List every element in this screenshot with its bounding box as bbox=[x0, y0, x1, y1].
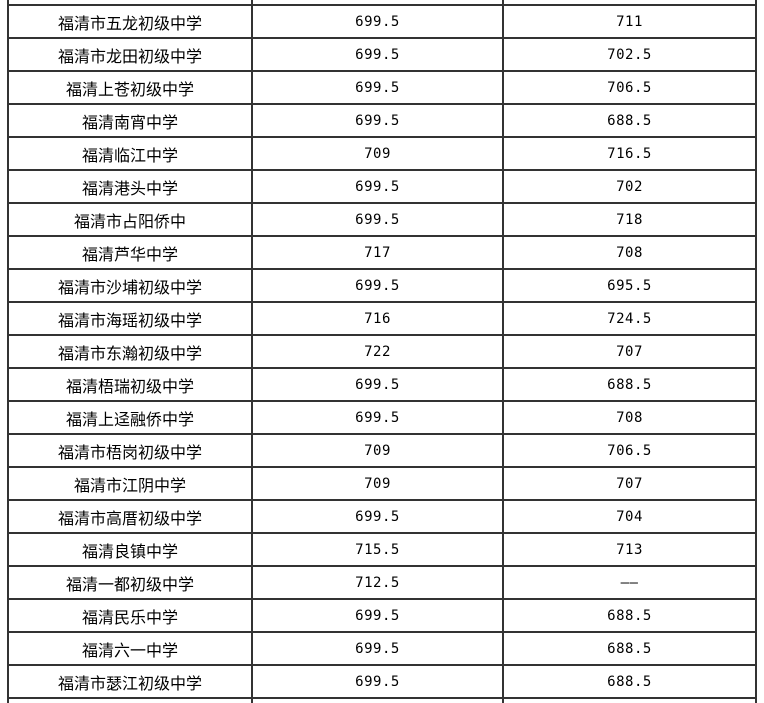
table-row: 福清市沙埔初级中学 699.5 695.5 bbox=[7, 268, 757, 303]
school-name-cell: 福清芦华中学 bbox=[7, 235, 253, 270]
score2-cell: 688.5 bbox=[502, 631, 757, 666]
score2-cell: 688.5 bbox=[502, 103, 757, 138]
school-name-cell: 福清市龙田初级中学 bbox=[7, 37, 253, 72]
table-row: 福清一都初级中学 712.5 —— bbox=[7, 565, 757, 600]
score2-cell: 688.5 bbox=[502, 664, 757, 699]
table-row: 福清民乐中学 699.5 688.5 bbox=[7, 598, 757, 633]
score2-cell: 688.5 bbox=[502, 598, 757, 633]
score1-cell: 717 bbox=[251, 235, 504, 270]
empty-cell bbox=[502, 0, 757, 6]
school-name-cell: 福清临江中学 bbox=[7, 136, 253, 171]
score1-cell: 699.5 bbox=[251, 400, 504, 435]
table-row: 福清芦华中学 717 708 bbox=[7, 235, 757, 270]
score1-cell: 699.5 bbox=[251, 499, 504, 534]
score2-cell: 708 bbox=[502, 400, 757, 435]
table-row: 福清市江阴中学 709 707 bbox=[7, 466, 757, 501]
table-row: 福清市梧岗初级中学 709 706.5 bbox=[7, 433, 757, 468]
table-row: 福清临江中学 709 716.5 bbox=[7, 136, 757, 171]
school-name-cell: 福清民乐中学 bbox=[7, 598, 253, 633]
empty-cell bbox=[251, 0, 504, 6]
school-name-cell: 福清市占阳侨中 bbox=[7, 202, 253, 237]
table-row: 福清市龙田初级中学 699.5 702.5 bbox=[7, 37, 757, 72]
score1-cell: 709 bbox=[251, 433, 504, 468]
score-table-body: 福清市五龙初级中学 699.5 711 福清市龙田初级中学 699.5 702.5 福清上苍… bbox=[7, 0, 757, 703]
score2-cell: 707 bbox=[502, 334, 757, 369]
table-row: 福清南宵中学 699.5 688.5 bbox=[7, 103, 757, 138]
score1-cell: 716 bbox=[251, 301, 504, 336]
score2-cell: —— bbox=[502, 565, 757, 600]
table-row: 福清梧瑞初级中学 699.5 688.5 bbox=[7, 367, 757, 402]
table-row: 福清市占阳侨中 699.5 718 bbox=[7, 202, 757, 237]
score1-cell: 699.5 bbox=[251, 37, 504, 72]
school-name-cell: 福清港头中学 bbox=[7, 169, 253, 204]
empty-cell bbox=[7, 0, 253, 6]
score1-cell: 699.5 bbox=[251, 598, 504, 633]
score1-cell: 699.5 bbox=[251, 664, 504, 699]
school-name-cell: 福清上苍初级中学 bbox=[7, 70, 253, 105]
table-row: 福清良镇中学 715.5 713 bbox=[7, 532, 757, 567]
score2-cell: 716.5 bbox=[502, 136, 757, 171]
score2-cell: 706.5 bbox=[502, 70, 757, 105]
score2-cell: 702 bbox=[502, 169, 757, 204]
score1-cell: 699.5 bbox=[251, 268, 504, 303]
school-name-cell: 福清梧瑞初级中学 bbox=[7, 367, 253, 402]
bottom-partial-row bbox=[7, 697, 757, 703]
school-name-cell: 福清六一中学 bbox=[7, 631, 253, 666]
school-name-cell: 福清市东瀚初级中学 bbox=[7, 334, 253, 369]
score2-cell: 688.5 bbox=[502, 367, 757, 402]
table-row: 福清港头中学 699.5 702 bbox=[7, 169, 757, 204]
score1-cell: 709 bbox=[251, 466, 504, 501]
score1-cell: 699.5 bbox=[251, 70, 504, 105]
score1-cell: 699.5 bbox=[251, 202, 504, 237]
school-name-cell: 福清南宵中学 bbox=[7, 103, 253, 138]
score-table: 福清市五龙初级中学 699.5 711 福清市龙田初级中学 699.5 702.5 福清上苍… bbox=[7, 0, 757, 703]
table-row: 福清市五龙初级中学 699.5 711 bbox=[7, 4, 757, 39]
empty-cell bbox=[7, 697, 253, 703]
school-name-cell: 福清市瑟江初级中学 bbox=[7, 664, 253, 699]
school-name-cell: 福清市沙埔初级中学 bbox=[7, 268, 253, 303]
school-name-cell: 福清市梧岗初级中学 bbox=[7, 433, 253, 468]
score1-cell: 699.5 bbox=[251, 4, 504, 39]
table-row: 福清市瑟江初级中学 699.5 688.5 bbox=[7, 664, 757, 699]
table-row: 福清上迳融侨中学 699.5 708 bbox=[7, 400, 757, 435]
top-partial-row bbox=[7, 0, 757, 6]
score2-cell: 711 bbox=[502, 4, 757, 39]
school-name-cell: 福清市江阴中学 bbox=[7, 466, 253, 501]
score1-cell: 699.5 bbox=[251, 631, 504, 666]
score2-cell: 713 bbox=[502, 532, 757, 567]
score1-cell: 709 bbox=[251, 136, 504, 171]
score2-cell: 707 bbox=[502, 466, 757, 501]
score1-cell: 712.5 bbox=[251, 565, 504, 600]
table-row: 福清上苍初级中学 699.5 706.5 bbox=[7, 70, 757, 105]
score1-cell: 699.5 bbox=[251, 103, 504, 138]
empty-cell bbox=[502, 697, 757, 703]
score1-cell: 699.5 bbox=[251, 169, 504, 204]
score1-cell: 715.5 bbox=[251, 532, 504, 567]
empty-cell bbox=[251, 697, 504, 703]
score2-cell: 704 bbox=[502, 499, 757, 534]
school-name-cell: 福清上迳融侨中学 bbox=[7, 400, 253, 435]
table-row: 福清市高厝初级中学 699.5 704 bbox=[7, 499, 757, 534]
table-row: 福清市东瀚初级中学 722 707 bbox=[7, 334, 757, 369]
score2-cell: 708 bbox=[502, 235, 757, 270]
score2-cell: 724.5 bbox=[502, 301, 757, 336]
school-name-cell: 福清市海瑶初级中学 bbox=[7, 301, 253, 336]
score1-cell: 699.5 bbox=[251, 367, 504, 402]
score2-cell: 695.5 bbox=[502, 268, 757, 303]
score2-cell: 706.5 bbox=[502, 433, 757, 468]
table-row: 福清六一中学 699.5 688.5 bbox=[7, 631, 757, 666]
score2-cell: 718 bbox=[502, 202, 757, 237]
school-name-cell: 福清良镇中学 bbox=[7, 532, 253, 567]
school-name-cell: 福清市高厝初级中学 bbox=[7, 499, 253, 534]
school-name-cell: 福清市五龙初级中学 bbox=[7, 4, 253, 39]
table-row: 福清市海瑶初级中学 716 724.5 bbox=[7, 301, 757, 336]
school-name-cell: 福清一都初级中学 bbox=[7, 565, 253, 600]
score2-cell: 702.5 bbox=[502, 37, 757, 72]
score1-cell: 722 bbox=[251, 334, 504, 369]
